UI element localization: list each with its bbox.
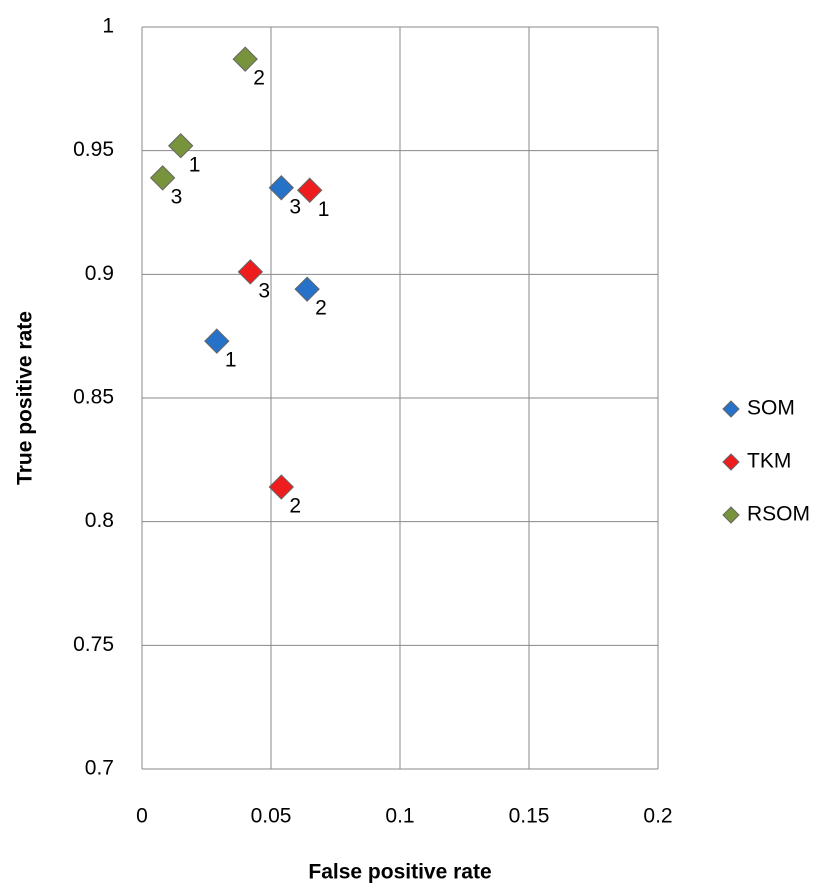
point-label: 1: [189, 153, 201, 176]
point-label: 3: [289, 195, 301, 218]
x-tick-label: 0.2: [643, 805, 672, 828]
y-tick-label: 0.8: [85, 509, 114, 532]
legend-marker: [722, 506, 740, 524]
legend-marker: [722, 453, 740, 471]
point: [204, 328, 230, 354]
y-tick-label: 0.95: [73, 138, 114, 161]
x-axis-title: False positive rate: [308, 861, 491, 884]
y-tick-label: 1: [102, 15, 114, 38]
point-label: 3: [171, 185, 183, 208]
point-label: 1: [225, 349, 237, 372]
y-tick-label: 0.9: [85, 262, 114, 285]
point: [237, 259, 264, 285]
point-label: 2: [315, 297, 327, 320]
point: [232, 46, 258, 72]
y-tick-label: 0.75: [73, 633, 114, 656]
y-tick-label: 0.85: [73, 386, 114, 409]
x-tick-label: 0.15: [509, 805, 550, 828]
legend-label: TKM: [747, 450, 791, 473]
x-tick-label: 0: [136, 805, 148, 828]
point-label: 1: [318, 198, 330, 221]
point: [149, 165, 176, 191]
point: [268, 175, 295, 201]
x-tick-label: 0.05: [251, 805, 292, 828]
point-label: 2: [289, 495, 301, 518]
x-tick-label: 0.1: [385, 805, 414, 828]
point: [268, 474, 295, 500]
legend-marker: [722, 400, 740, 418]
point: [296, 177, 323, 203]
y-axis-title: True positive rate: [14, 311, 37, 485]
legend-label: RSOM: [747, 503, 810, 526]
point: [294, 276, 320, 302]
point: [167, 133, 194, 159]
point-label: 3: [258, 279, 270, 302]
point-label: 2: [253, 67, 265, 90]
y-tick-label: 0.7: [85, 757, 114, 780]
legend-label: SOM: [747, 397, 795, 420]
